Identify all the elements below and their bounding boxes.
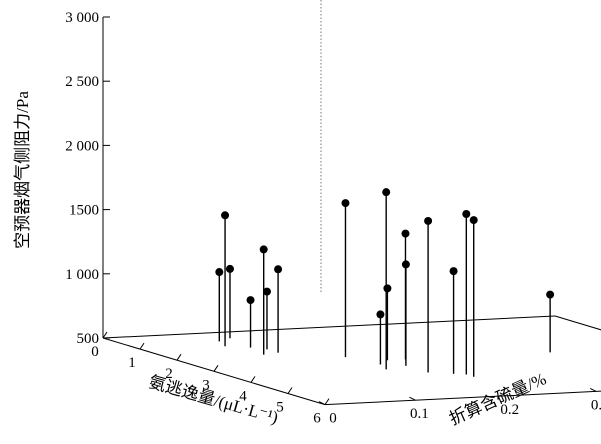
z-tick-label: 2 500 [65, 74, 99, 90]
x-tick-label: 4 [239, 388, 247, 404]
data-point [215, 268, 224, 277]
x-tick-mark [102, 331, 108, 339]
floor-right-edge [554, 315, 601, 331]
y-tick-label: 0.1 [410, 406, 429, 422]
z-axis-title: 空预器烟气侧阻力/Pa [13, 91, 32, 249]
stems-layer [215, 188, 555, 377]
data-point [225, 264, 234, 273]
data-point [546, 290, 555, 299]
data-point [469, 216, 478, 225]
z-tick-label: 1500 [69, 203, 99, 219]
data-point [401, 229, 410, 238]
x-tick-label: 3 [202, 377, 210, 393]
x-tick-mark [213, 365, 219, 372]
data-point [449, 267, 458, 276]
x-tick-label: 6 [313, 411, 321, 427]
data-point [424, 216, 433, 225]
y-tick-label: 0.2 [500, 402, 519, 418]
y-tick-label: 0 [329, 411, 337, 427]
x-tick-mark [139, 342, 145, 350]
y-axis-title: 折算含硫量/% [446, 369, 549, 429]
floor-axes [102, 17, 601, 406]
z-tick-label: 2 000 [65, 138, 99, 154]
y-tick-mark [409, 396, 416, 401]
x-tick-mark [176, 353, 182, 361]
data-point [259, 245, 268, 254]
data-point [382, 188, 391, 197]
x-tick-label: 1 [128, 355, 136, 371]
z-tick-label: 500 [77, 331, 100, 347]
x-tick-label: 2 [165, 366, 173, 382]
y-tick-mark [318, 401, 326, 406]
data-point [341, 199, 350, 208]
data-point [401, 260, 410, 269]
x-tick-mark [250, 376, 256, 383]
x-axis-title: 氨逃逸量/(μL·L⁻¹) [147, 372, 281, 427]
data-point [462, 210, 471, 218]
x-tick-mark [324, 398, 330, 405]
data-point [383, 284, 392, 293]
data-point [221, 211, 230, 220]
y-tick-label: 0.3 [591, 397, 601, 413]
y-tick-mark [589, 387, 597, 392]
data-point [246, 296, 255, 305]
data-point [274, 265, 283, 274]
floor-back-edge [102, 315, 556, 339]
z-tick-label: 1 000 [65, 267, 99, 283]
x-tick-mark [287, 387, 293, 394]
y-tick-mark [499, 392, 507, 397]
x-tick-label: 5 [276, 400, 284, 416]
y-axis-line [324, 390, 601, 406]
data-point [376, 310, 385, 319]
z-tick-label: 3 000 [65, 10, 99, 26]
data-point [262, 287, 271, 296]
x-tick-label: 0 [91, 344, 99, 360]
